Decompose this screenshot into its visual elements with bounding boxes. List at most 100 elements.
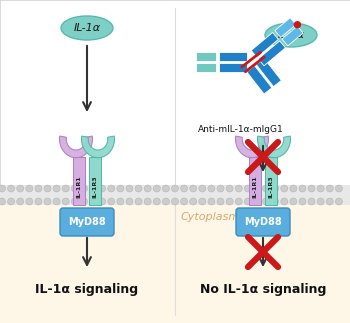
Circle shape xyxy=(8,198,15,205)
Circle shape xyxy=(153,185,160,192)
Circle shape xyxy=(190,198,197,205)
Text: IL-1α signaling: IL-1α signaling xyxy=(35,284,139,297)
Circle shape xyxy=(208,198,215,205)
Circle shape xyxy=(208,185,215,192)
Polygon shape xyxy=(196,52,216,61)
Circle shape xyxy=(90,185,97,192)
Polygon shape xyxy=(251,33,278,57)
Circle shape xyxy=(17,198,24,205)
Bar xyxy=(73,157,85,205)
Polygon shape xyxy=(219,63,247,72)
Circle shape xyxy=(272,185,279,192)
Text: MyD88: MyD88 xyxy=(68,217,106,227)
Circle shape xyxy=(244,198,251,205)
Polygon shape xyxy=(247,66,272,94)
Bar xyxy=(0,205,350,323)
Circle shape xyxy=(226,198,233,205)
Text: IL-1α: IL-1α xyxy=(74,23,100,33)
Text: MyD88: MyD88 xyxy=(244,217,282,227)
FancyBboxPatch shape xyxy=(60,208,114,236)
Polygon shape xyxy=(275,18,296,37)
Circle shape xyxy=(290,198,297,205)
Circle shape xyxy=(135,198,142,205)
Circle shape xyxy=(308,198,315,205)
Text: IL-1R1: IL-1R1 xyxy=(252,176,258,198)
Text: IL-1R3: IL-1R3 xyxy=(268,176,273,198)
Circle shape xyxy=(272,198,279,205)
Circle shape xyxy=(99,198,106,205)
Circle shape xyxy=(117,198,124,205)
Circle shape xyxy=(217,198,224,205)
Circle shape xyxy=(8,185,15,192)
Circle shape xyxy=(108,198,115,205)
Circle shape xyxy=(108,185,115,192)
Text: IL-1R3: IL-1R3 xyxy=(92,176,98,198)
Circle shape xyxy=(80,185,88,192)
Circle shape xyxy=(0,198,6,205)
Bar xyxy=(89,157,101,205)
Circle shape xyxy=(44,185,51,192)
Circle shape xyxy=(335,198,342,205)
Circle shape xyxy=(162,198,169,205)
FancyBboxPatch shape xyxy=(236,208,290,236)
Circle shape xyxy=(71,185,78,192)
Circle shape xyxy=(144,198,151,205)
Circle shape xyxy=(26,198,33,205)
Polygon shape xyxy=(256,58,281,87)
Circle shape xyxy=(117,185,124,192)
Circle shape xyxy=(26,185,33,192)
Polygon shape xyxy=(82,136,114,158)
Circle shape xyxy=(299,198,306,205)
Circle shape xyxy=(99,185,106,192)
Circle shape xyxy=(253,198,260,205)
Polygon shape xyxy=(60,136,92,158)
Circle shape xyxy=(126,185,133,192)
Circle shape xyxy=(35,198,42,205)
Circle shape xyxy=(44,198,51,205)
Bar xyxy=(265,157,277,205)
Circle shape xyxy=(172,198,178,205)
Circle shape xyxy=(308,185,315,192)
Circle shape xyxy=(181,185,188,192)
Circle shape xyxy=(190,185,197,192)
Text: No IL-1α signaling: No IL-1α signaling xyxy=(200,284,326,297)
Polygon shape xyxy=(236,136,268,158)
Circle shape xyxy=(144,185,151,192)
Bar xyxy=(0,185,350,205)
Text: IL-1R1: IL-1R1 xyxy=(77,176,82,198)
Ellipse shape xyxy=(61,16,113,40)
Circle shape xyxy=(17,185,24,192)
Circle shape xyxy=(317,198,324,205)
Circle shape xyxy=(299,185,306,192)
Circle shape xyxy=(235,198,242,205)
Circle shape xyxy=(126,198,133,205)
Circle shape xyxy=(153,198,160,205)
Circle shape xyxy=(335,185,342,192)
Circle shape xyxy=(172,185,178,192)
Circle shape xyxy=(326,198,333,205)
Circle shape xyxy=(262,185,270,192)
Bar xyxy=(0,185,350,205)
Circle shape xyxy=(90,198,97,205)
Circle shape xyxy=(235,185,242,192)
Ellipse shape xyxy=(265,23,317,47)
Circle shape xyxy=(281,185,288,192)
Circle shape xyxy=(262,198,270,205)
Text: Cytoplasm: Cytoplasm xyxy=(180,212,240,222)
Polygon shape xyxy=(258,136,290,158)
Circle shape xyxy=(317,185,324,192)
Circle shape xyxy=(244,185,251,192)
Polygon shape xyxy=(196,63,216,72)
Text: IL-1α: IL-1α xyxy=(278,30,304,40)
Bar xyxy=(249,157,261,205)
Circle shape xyxy=(294,22,300,28)
Circle shape xyxy=(135,185,142,192)
Circle shape xyxy=(62,185,69,192)
Polygon shape xyxy=(219,52,247,61)
Circle shape xyxy=(199,185,206,192)
Circle shape xyxy=(62,198,69,205)
Circle shape xyxy=(71,198,78,205)
Circle shape xyxy=(226,185,233,192)
Circle shape xyxy=(162,185,169,192)
Text: Anti-mIL-1α-mIgG1: Anti-mIL-1α-mIgG1 xyxy=(198,126,284,134)
